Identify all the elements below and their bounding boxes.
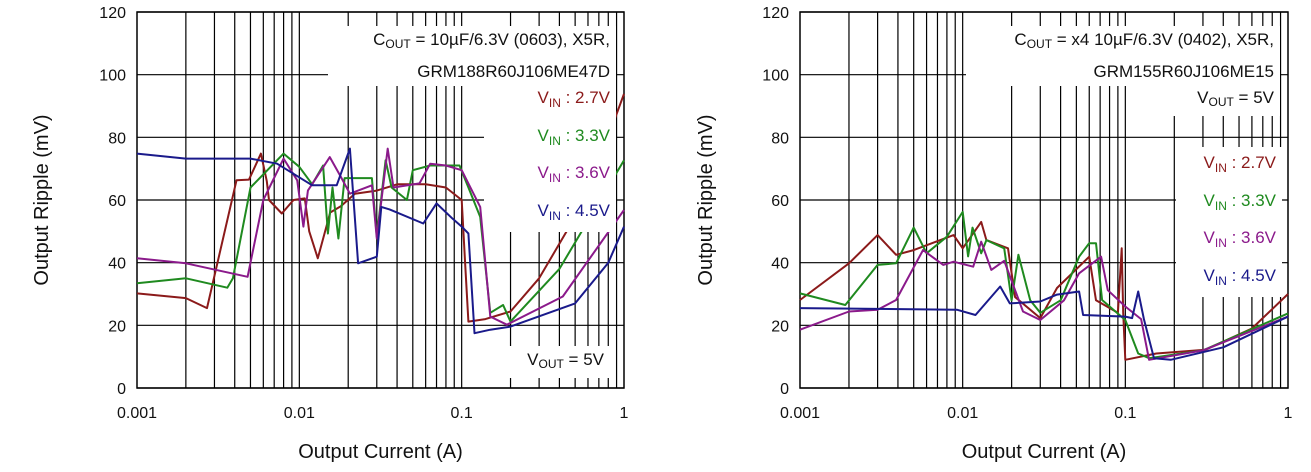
legend-entry-3v6: VIN : 3.6V (1203, 228, 1276, 250)
series-line-27v (799, 220, 1289, 361)
part-number: GRM188R60J106ME47D (417, 62, 610, 81)
part-number: GRM155R60J106ME15 (1093, 62, 1274, 81)
annotation-text: = 10µF/6.3V (0603), X5R, (410, 30, 610, 49)
legend-right: VIN : 2.7V VIN : 3.3V VIN : 3.6V VIN : 4… (1176, 147, 1282, 297)
x-tick-label: 0.01 (947, 405, 978, 422)
y-axis-title: Output Ripple (mV) (31, 114, 53, 285)
x-tick-label: 0.001 (780, 405, 820, 422)
legend-entry-2v7: VIN : 2.7V (537, 88, 610, 110)
series-line-45v (136, 147, 625, 335)
annotation-text: C (1014, 30, 1027, 49)
x-tick-label: 1 (1284, 405, 1293, 422)
y-tick-label: 40 (108, 256, 126, 273)
legend-entry-4v5: VIN : 4.5V (537, 200, 610, 223)
x-axis-title: Output Current (A) (962, 441, 1127, 463)
y-tick-label: 100 (762, 68, 789, 85)
y-tick-label: 0 (780, 381, 789, 398)
y-tick-label: 100 (99, 68, 126, 85)
y-tick-label: 20 (108, 318, 126, 335)
y-tick-label: 0 (117, 381, 126, 398)
y-tick-label: 120 (99, 5, 126, 22)
y-tick-label: 40 (771, 256, 789, 273)
series-line-45v (799, 285, 1289, 361)
vout-annotation-right: VOUT = 5V (1172, 84, 1280, 116)
y-tick-label: 80 (108, 130, 126, 147)
annotation-text: = x4 10µF/6.3V (0402), X5R, (1052, 30, 1274, 49)
x-tick-label: 0.001 (117, 405, 157, 422)
cout-annotation-left: COUT = 10µF/6.3V (0603), X5R, GRM188R60J… (328, 26, 616, 86)
legend-entry-3v3: VIN : 3.3V (1203, 190, 1276, 213)
y-tick-label: 20 (771, 318, 789, 335)
legend-left: VIN : 2.7V VIN : 3.3V VIN : 3.6V VIN : 4… (484, 82, 616, 232)
annotation-sub: OUT (1026, 37, 1053, 51)
y-tick-label: 80 (771, 130, 789, 147)
x-tick-label: 0.1 (1114, 405, 1136, 422)
legend-entry-4v5: VIN : 4.5V (1203, 265, 1276, 288)
legend-entry-3v3: VIN : 3.3V (537, 125, 610, 148)
series-line-33v (799, 210, 1289, 360)
y-tick-label: 120 (762, 5, 789, 22)
legend-entry-3v6: VIN : 3.6V (537, 163, 610, 185)
x-axis-title: Output Current (A) (298, 441, 463, 463)
y-tick-label: 60 (771, 193, 789, 210)
x-tick-label: 0.1 (451, 405, 473, 422)
cout-annotation-right: COUT = x4 10µF/6.3V (0402), X5R, GRM155R… (966, 26, 1280, 86)
x-tick-label: 0.01 (284, 405, 315, 422)
y-tick-label: 60 (108, 193, 126, 210)
annotation-sub: OUT (385, 37, 411, 51)
legend-entry-2v7: VIN : 2.7V (1203, 153, 1276, 175)
plot-frame (799, 11, 1289, 389)
x-tick-label: 1 (620, 405, 629, 422)
y-axis-title: Output Ripple (mV) (695, 114, 717, 285)
vout-annotation-left: VOUT = 5V (508, 346, 610, 378)
annotation-text: C (373, 30, 386, 49)
plot-frame (136, 11, 625, 389)
